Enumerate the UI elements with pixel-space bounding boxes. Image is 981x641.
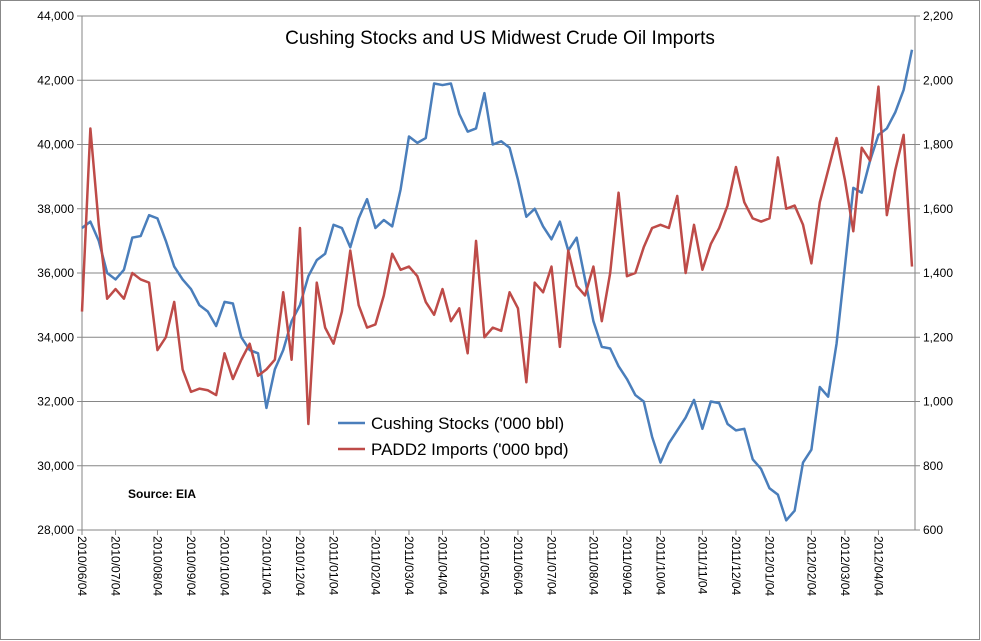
x-tick-label: 2012/02/04: [804, 536, 818, 596]
legend-label: PADD2 Imports ('000 bpd): [371, 440, 569, 459]
x-tick-label: 2010/10/04: [218, 536, 232, 596]
y-tick-label: 40,000: [37, 138, 74, 152]
y2-tick-label: 2,200: [923, 9, 953, 23]
x-tick-label: 2011/01/04: [327, 536, 341, 595]
x-tick-label: 2011/07/04: [544, 536, 558, 595]
x-tick-label: 2011/09/04: [620, 536, 634, 595]
y-tick-label: 30,000: [37, 459, 74, 473]
y-tick-label: 32,000: [37, 395, 74, 409]
y2-tick-label: 1,800: [923, 138, 953, 152]
y-tick-label: 36,000: [37, 266, 74, 280]
x-tick-label: 2011/06/04: [511, 536, 525, 595]
x-tick-label: 2010/11/04: [259, 536, 273, 595]
x-tick-label: 2011/05/04: [477, 536, 491, 595]
line-series: [81, 49, 914, 522]
x-tick-label: 2011/03/04: [402, 536, 416, 595]
chart-title: Cushing Stocks and US Midwest Crude Oil …: [285, 28, 715, 49]
y-tick-label: 42,000: [37, 73, 74, 87]
annotation: Source: EIA: [128, 487, 196, 501]
x-tick-label: 2011/11/04: [695, 536, 709, 595]
x-tick-label: 2011/04/04: [436, 536, 450, 595]
y-tick-label: 44,000: [37, 9, 74, 23]
x-tick-label: 2012/03/04: [838, 536, 852, 596]
y2-tick-label: 1,600: [923, 202, 953, 216]
x-tick-label: 2010/07/04: [109, 536, 123, 596]
x-tick-label: 2011/10/04: [653, 536, 667, 595]
y2-tick-label: 1,400: [923, 266, 953, 280]
y2-tick-label: 1,200: [923, 330, 953, 344]
y-tick-label: 34,000: [37, 330, 74, 344]
x-tick-label: 2010/06/04: [75, 536, 89, 596]
x-tick-label: 2010/12/04: [293, 536, 307, 596]
x-tick-label: 2010/09/04: [184, 536, 198, 596]
y-tick-label: 28,000: [37, 523, 74, 537]
x-tick-label: 2011/02/04: [368, 536, 382, 595]
legend-label: Cushing Stocks ('000 bbl): [371, 414, 564, 433]
x-tick-label: 2011/08/04: [586, 536, 600, 595]
x-tick-label: 2012/01/04: [762, 536, 776, 596]
y2-tick-label: 800: [923, 459, 943, 473]
y2-tick-label: 2,000: [923, 73, 953, 87]
y-tick-label: 38,000: [37, 202, 74, 216]
x-tick-label: 2011/12/04: [729, 536, 743, 595]
y2-tick-label: 600: [923, 523, 943, 537]
line-series: [80, 85, 914, 426]
y2-tick-label: 1,000: [923, 395, 953, 409]
x-tick-label: 2010/08/04: [150, 536, 164, 596]
x-tick-label: 2012/04/04: [871, 536, 885, 596]
